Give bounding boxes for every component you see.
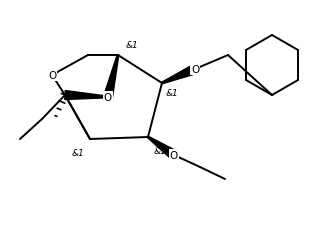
- Text: O: O: [104, 93, 112, 103]
- Polygon shape: [147, 137, 177, 159]
- Text: &1: &1: [126, 41, 138, 50]
- Polygon shape: [162, 65, 197, 84]
- Text: O: O: [48, 71, 56, 81]
- Text: &1: &1: [71, 148, 84, 157]
- Text: O: O: [191, 65, 199, 75]
- Polygon shape: [104, 56, 119, 99]
- Polygon shape: [65, 91, 108, 100]
- Text: &1: &1: [166, 89, 178, 98]
- Text: O: O: [170, 150, 178, 160]
- Text: &1: &1: [154, 146, 166, 155]
